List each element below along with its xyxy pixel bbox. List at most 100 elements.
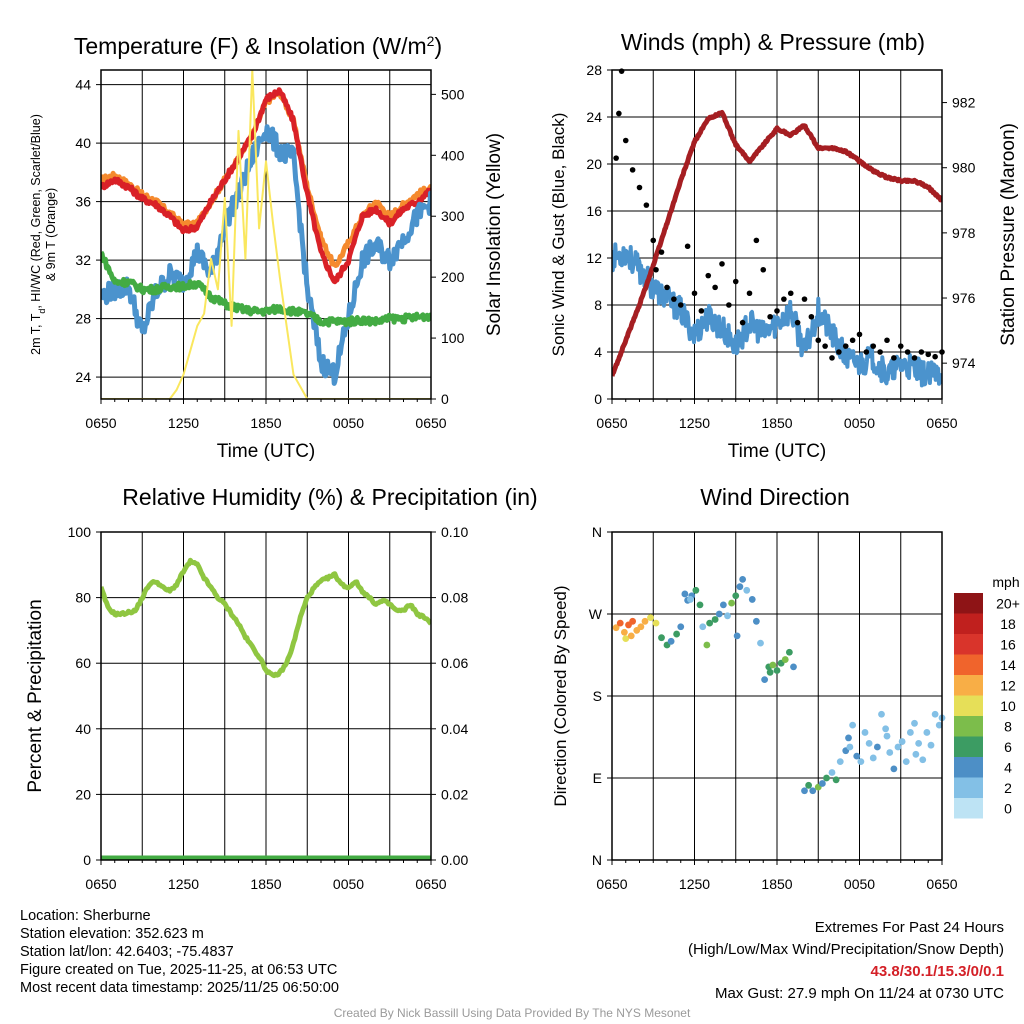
colorbar-cell xyxy=(954,634,983,655)
direction-point xyxy=(733,632,741,640)
gust-point xyxy=(774,308,780,314)
direction-point xyxy=(849,721,857,729)
direction-point xyxy=(785,648,793,656)
direction-point xyxy=(622,635,630,642)
y-left-axis-label: 2m T, Td, HI/WC (Red, Green, Scarlet/Blu… xyxy=(29,114,47,355)
y-left-axis-label: Sonic Wind & Gust (Blue, Black) xyxy=(549,113,568,357)
direction-point xyxy=(692,586,700,594)
direction-point xyxy=(823,774,830,782)
series-line-yellow xyxy=(101,70,431,399)
colorbar-label: 2 xyxy=(1004,780,1012,796)
latlon-text: Station lat/lon: 42.6403; -75.4837 xyxy=(20,944,234,960)
y-right-tick-label: 0.08 xyxy=(441,590,468,606)
direction-point xyxy=(736,583,744,591)
direction-point xyxy=(667,637,675,645)
gust-point xyxy=(760,266,767,273)
x-tick-label: 0050 xyxy=(333,415,364,431)
direction-point xyxy=(846,743,854,751)
x-axis-label: Time (UTC) xyxy=(728,441,827,462)
gust-point xyxy=(705,272,712,279)
colorbar-label: 20+ xyxy=(996,595,1020,611)
y-left-tick-label: 0 xyxy=(594,391,602,407)
gust-point xyxy=(863,349,870,355)
extremes-info: Extremes For Past 24 Hours (High/Low/Max… xyxy=(688,917,1004,1005)
chart-title: Relative Humidity (%) & Precipitation (i… xyxy=(122,484,537,510)
x-tick-label: 0050 xyxy=(844,876,875,892)
gust-point xyxy=(658,249,665,255)
series-line-maroon xyxy=(612,110,942,377)
station-info: Location: Sherburne Station elevation: 3… xyxy=(20,907,339,997)
y-right-tick-label: 978 xyxy=(952,225,976,241)
direction-point xyxy=(724,612,731,620)
gust-point xyxy=(815,337,822,344)
gust-point xyxy=(650,237,657,244)
y-left-axis-label-2: & 9m T (Orange) xyxy=(44,188,58,281)
gust-point xyxy=(904,349,911,355)
colorbar-label: 18 xyxy=(1000,616,1016,632)
y-right-tick-label: 400 xyxy=(441,147,465,163)
colorbar-label: 6 xyxy=(1004,739,1012,755)
direction-point xyxy=(853,752,861,760)
x-tick-label: 1250 xyxy=(679,876,710,892)
direction-point xyxy=(728,599,736,607)
x-tick-label: 0650 xyxy=(926,415,957,431)
direction-chart: 0650 1250 1850 0050 0650 N E S W N Wind Direction D… xyxy=(551,484,1020,892)
direction-point xyxy=(865,739,873,747)
direction-point xyxy=(790,663,797,671)
x-tick-label: 1850 xyxy=(250,415,281,431)
gust-point xyxy=(884,337,890,344)
gust-point xyxy=(732,278,739,285)
gust-point xyxy=(739,319,746,326)
location-text: Location: Sherburne xyxy=(20,908,151,924)
y-right-tick-label: 0.04 xyxy=(441,721,468,737)
chart-title: Wind Direction xyxy=(700,484,850,510)
gust-point xyxy=(719,261,725,267)
y-right-tick-label: 982 xyxy=(952,95,976,111)
x-tick-label: 0650 xyxy=(415,876,446,892)
direction-point xyxy=(931,710,939,718)
y-right-tick-label: 500 xyxy=(441,86,465,102)
y-left-tick-label: 100 xyxy=(68,524,92,540)
chart-title-sup: 2 xyxy=(427,33,435,49)
series-line-blue xyxy=(612,242,942,388)
y-right-tick-label: 200 xyxy=(441,269,465,285)
direction-point xyxy=(809,787,817,795)
direction-point xyxy=(911,719,918,727)
colorbar-label: 16 xyxy=(1000,636,1016,652)
direction-point xyxy=(861,729,869,736)
gust-point xyxy=(822,343,828,349)
direction-point xyxy=(927,741,935,749)
gust-point xyxy=(911,355,918,361)
credit-text: Created By Nick Bassill Using Data Provi… xyxy=(333,1006,691,1020)
direction-point xyxy=(766,668,774,676)
gust-point xyxy=(925,351,932,358)
gust-point xyxy=(877,349,883,355)
direction-point xyxy=(923,729,931,736)
direction-point xyxy=(620,628,628,636)
extremes-values: 43.8/30.1/15.3/0/0.1 xyxy=(870,963,1004,980)
direction-point xyxy=(752,617,760,625)
y-left-tick-label: 24 xyxy=(586,109,602,125)
recent-text: Most recent data timestamp: 2025/11/25 0… xyxy=(20,980,339,996)
gust-point xyxy=(671,296,677,302)
y-left-label-rest: , HI/WC (Red, Green, Scarlet/Blue) xyxy=(29,114,43,309)
y-left-tick-label: 60 xyxy=(75,655,91,671)
direction-point xyxy=(696,601,704,609)
x-tick-label: 0650 xyxy=(596,415,627,431)
direction-point xyxy=(647,614,654,622)
direction-point xyxy=(801,787,808,795)
direction-point xyxy=(773,667,781,674)
colorbar-cell xyxy=(954,695,983,716)
direction-point xyxy=(769,661,777,669)
colorbar-cell xyxy=(954,593,983,614)
gust-point xyxy=(698,308,705,314)
y-left-tick-label: 20 xyxy=(586,156,602,172)
y-right-tick-label: 100 xyxy=(441,330,465,346)
y-left-tick-label: W xyxy=(589,606,603,622)
direction-point xyxy=(890,765,898,773)
colorbar: mph 0 2 4 6 8 10 12 14 16 18 20+ xyxy=(954,574,1020,819)
colorbar-cell xyxy=(954,798,983,819)
direction-point xyxy=(882,725,890,733)
y-right-tick-label: 976 xyxy=(952,290,976,306)
